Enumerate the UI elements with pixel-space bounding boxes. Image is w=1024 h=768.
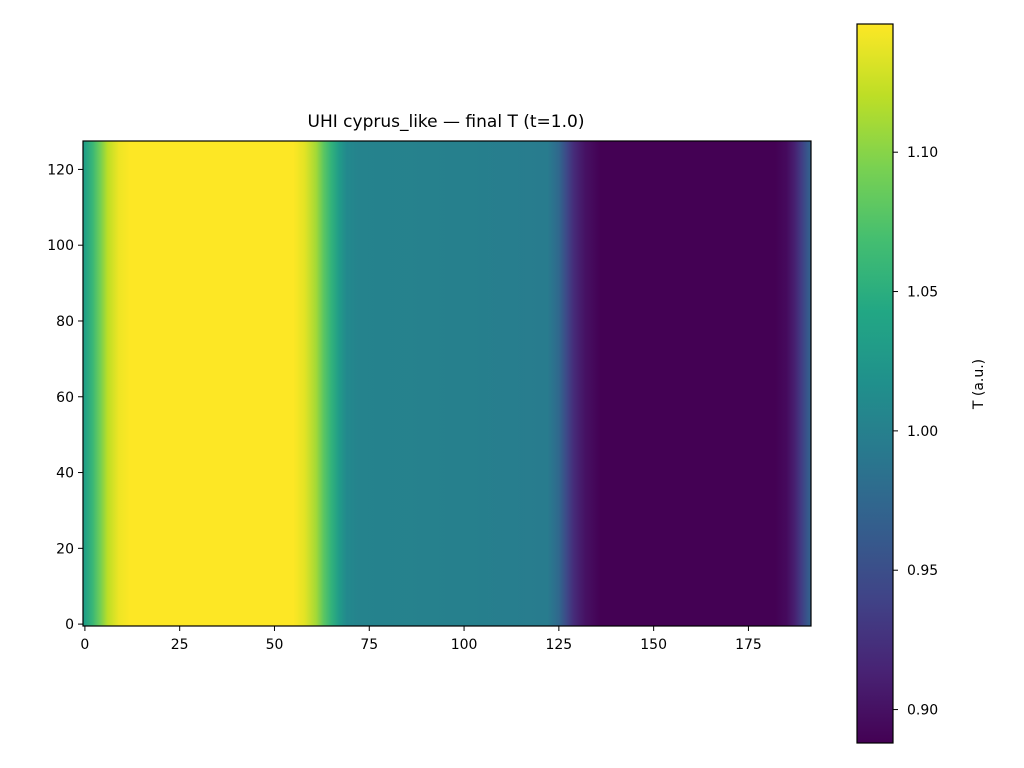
- y-tick-label: 20: [56, 541, 74, 557]
- y-tick-label: 100: [47, 238, 74, 254]
- colorbar-tick-label: 1.05: [907, 285, 938, 301]
- heatmap-image: [83, 141, 811, 626]
- y-tick-label: 80: [56, 314, 74, 330]
- y-tick-label: 60: [56, 390, 74, 406]
- plot-frame: [82, 140, 812, 627]
- x-tick-label: 150: [640, 637, 667, 653]
- x-tick-label: 25: [171, 637, 189, 653]
- x-axis: 0 25 50 75 100 125 150 175: [80, 626, 762, 653]
- x-tick-label: 0: [80, 637, 89, 653]
- x-tick-label: 125: [545, 637, 572, 653]
- colorbar: [857, 24, 893, 743]
- colorbar-tick-label: 0.95: [907, 563, 938, 579]
- colorbar-tick-label: 1.00: [907, 424, 938, 440]
- y-tick-label: 0: [65, 617, 74, 633]
- x-tick-label: 75: [360, 637, 378, 653]
- colorbar-frame: [856, 23, 894, 744]
- colorbar-label: T (a.u.): [971, 359, 987, 410]
- colorbar-tick-label: 0.90: [907, 703, 938, 719]
- y-tick-label: 40: [56, 466, 74, 482]
- x-tick-label: 50: [266, 637, 284, 653]
- y-axis: 0 20 40 60 80 100 120: [47, 162, 83, 633]
- colorbar-axis: 0.90 0.95 1.00 1.05 1.10: [893, 145, 938, 719]
- x-tick-label: 100: [451, 637, 478, 653]
- x-tick-label: 175: [735, 637, 762, 653]
- y-tick-label: 120: [47, 162, 74, 178]
- colorbar-tick-label: 1.10: [907, 145, 938, 161]
- chart-title: UHI cyprus_like — final T (t=1.0): [308, 112, 585, 132]
